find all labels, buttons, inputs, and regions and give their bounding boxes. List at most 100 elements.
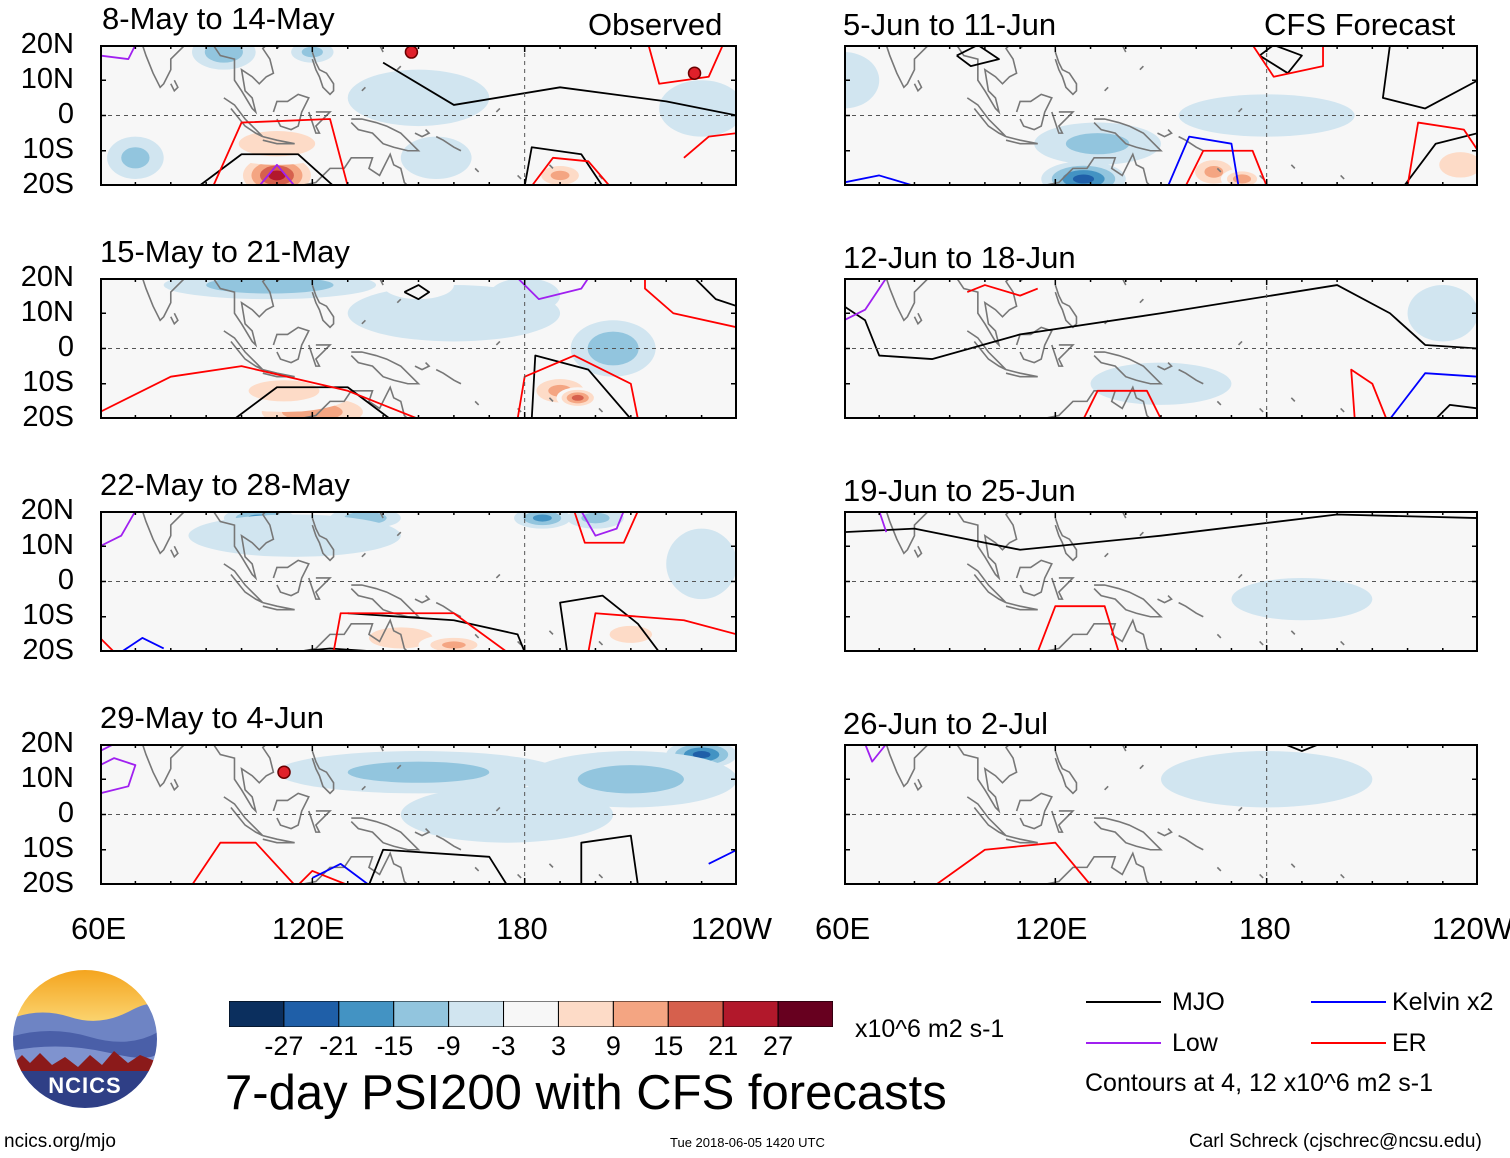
panel-2-shade-4-level-21 bbox=[571, 394, 584, 401]
panel-1-shade-4-level-9 bbox=[1439, 152, 1478, 178]
panel-3-coastline-3 bbox=[966, 330, 1007, 371]
panel-3-coastline-4 bbox=[1005, 368, 1038, 378]
panel-5-contour-2 bbox=[878, 511, 888, 533]
panel-6-coastline-12 bbox=[474, 866, 480, 872]
source-url[interactable]: ncics.org/mjo bbox=[4, 1131, 116, 1152]
panel-7-shade-1-level-3 bbox=[1206, 860, 1292, 885]
panel-0-shade-9-level-3 bbox=[347, 69, 490, 127]
panel-7-coastline-10 bbox=[1157, 828, 1173, 837]
panel-4-coastline-16 bbox=[361, 552, 366, 558]
colorbar-swatch-1 bbox=[283, 1001, 340, 1027]
panel-1-contour-5 bbox=[1251, 45, 1324, 78]
panel-5-coastline-9 bbox=[1030, 618, 1151, 652]
panel-4-contour-3 bbox=[332, 612, 508, 652]
panel-3-contour-1 bbox=[1435, 404, 1478, 419]
panel-4-coastline-13 bbox=[517, 640, 522, 646]
panel-1-coastline-2 bbox=[956, 45, 1018, 115]
panel-2-coastline-2 bbox=[212, 278, 275, 348]
panel-4-shade-8-level-3 bbox=[188, 514, 401, 557]
colorbar-swatch-9 bbox=[722, 1001, 779, 1027]
panel-0-coastline-13 bbox=[517, 174, 522, 180]
panel-6-coastline-2 bbox=[212, 744, 275, 814]
panel-4-coastline-19 bbox=[598, 640, 604, 646]
panel-1-contour-3 bbox=[1382, 45, 1478, 110]
x-tick-60e-right: 60E bbox=[815, 911, 871, 946]
panel-0-coastline-1 bbox=[170, 79, 179, 93]
panel-4-coastline-4 bbox=[262, 601, 295, 611]
y-tick-label-row2-2: 0 bbox=[57, 331, 74, 363]
panel-0-contour-6 bbox=[647, 45, 724, 85]
panel-title-3: 15-May to 21-May bbox=[100, 234, 350, 269]
panel-3-contour-6 bbox=[844, 278, 888, 322]
panel-6-coastline-3 bbox=[223, 796, 264, 837]
panel-0-shade-6-level-9 bbox=[121, 147, 150, 169]
y-tick-label-row1-2: 0 bbox=[57, 98, 74, 130]
panel-2-contour-5 bbox=[516, 354, 639, 419]
panel-0-cyclone-icon-0 bbox=[404, 45, 419, 59]
panel-1-shade-7-level-3 bbox=[844, 52, 880, 109]
panel-title-1: 8-May to 14-May bbox=[102, 1, 335, 36]
panel-7-contour-0 bbox=[935, 841, 1092, 885]
panel-1-coastline-10 bbox=[1157, 129, 1173, 138]
panel-5-coastline-11 bbox=[1178, 601, 1204, 618]
colorbar-swatch-4 bbox=[448, 1001, 505, 1027]
x-tick-120e-right: 120E bbox=[1015, 911, 1088, 946]
panel-0-coastline-11 bbox=[435, 135, 462, 152]
colorbar-swatch-6 bbox=[557, 1001, 614, 1027]
panel-7-coastline-2 bbox=[956, 744, 1018, 814]
colorbar-tick-8: 21 bbox=[708, 1031, 739, 1061]
panel-2-coastline-4 bbox=[262, 368, 295, 378]
panel-7-coastline-6 bbox=[1051, 810, 1075, 833]
panel-4-shade-7-level-3 bbox=[666, 528, 737, 600]
panel-6-coastline-6 bbox=[308, 810, 332, 833]
panel-6-coastline-7 bbox=[311, 750, 335, 795]
panel-1-coastline-11 bbox=[1178, 135, 1204, 152]
panel-7-coastline-9 bbox=[1030, 851, 1151, 885]
panel-2-coastline-11 bbox=[435, 368, 462, 385]
panel-1-coastline-0 bbox=[885, 45, 930, 89]
panel-4-coastline-5 bbox=[272, 559, 310, 597]
y-tick-label-row4-2: 0 bbox=[57, 797, 74, 829]
panel-4-coastline-10 bbox=[414, 595, 431, 604]
panel-5-frame bbox=[844, 511, 1478, 652]
panel-3-coastline-7 bbox=[1054, 284, 1078, 329]
panel-2-coastline-19 bbox=[598, 407, 604, 413]
panel-7-coastline-18 bbox=[1290, 863, 1296, 868]
panel-1-shade-0-level-21 bbox=[1072, 174, 1095, 184]
panel-3-shade-4-level-3 bbox=[1407, 285, 1478, 342]
panel-6-coastline-17 bbox=[495, 806, 501, 812]
forecast-label: CFS Forecast bbox=[1264, 7, 1456, 42]
y-tick-label-row2-0: 20N bbox=[20, 261, 74, 293]
panel-1-coastline-13 bbox=[1259, 174, 1264, 180]
legend-label-low: Low bbox=[1172, 1029, 1218, 1057]
panel-7-coastline-5 bbox=[1015, 792, 1053, 830]
colorbar-swatch-10 bbox=[777, 1001, 833, 1027]
panel-1-contour-6 bbox=[1406, 121, 1478, 186]
panel-1-frame bbox=[844, 45, 1478, 186]
panel-2-coastline-7 bbox=[311, 284, 335, 329]
legend-label-mjo: MJO bbox=[1172, 988, 1225, 1016]
panel-0-shade-0-level-27 bbox=[268, 170, 286, 181]
panel-5-coastline-15 bbox=[1139, 531, 1144, 537]
panel-4-coastline-18 bbox=[548, 630, 554, 635]
panel-2-coastline-0 bbox=[141, 278, 186, 322]
panel-2-shade-8-level-3 bbox=[383, 278, 454, 300]
panel-0-coastline-6 bbox=[308, 111, 332, 134]
y-tick-label-row4-1: 10N bbox=[20, 762, 74, 794]
panel-4-coastline-17 bbox=[495, 573, 501, 579]
panel-6-contour-2 bbox=[191, 841, 296, 885]
panel-1-coastline-3 bbox=[966, 97, 1007, 138]
panel-7-contour-2 bbox=[864, 744, 887, 763]
colorbar-tick-6: 9 bbox=[605, 1031, 621, 1061]
panel-1-contour-4 bbox=[1184, 149, 1268, 186]
panel-2-coastline-18 bbox=[548, 397, 554, 402]
panel-title-4: 12-Jun to 18-Jun bbox=[843, 240, 1076, 275]
panel-7-coastline-12 bbox=[1216, 866, 1222, 872]
panel-2-coastline-16 bbox=[361, 319, 366, 325]
panel-4-coastline-1 bbox=[170, 545, 179, 559]
panel-0-coastline-2 bbox=[212, 45, 275, 115]
panel-2-contour-1 bbox=[530, 354, 632, 419]
panel-2-coastline-1 bbox=[170, 312, 179, 326]
panel-0-contour-3 bbox=[212, 118, 349, 186]
panel-0-contour-5 bbox=[683, 132, 737, 159]
